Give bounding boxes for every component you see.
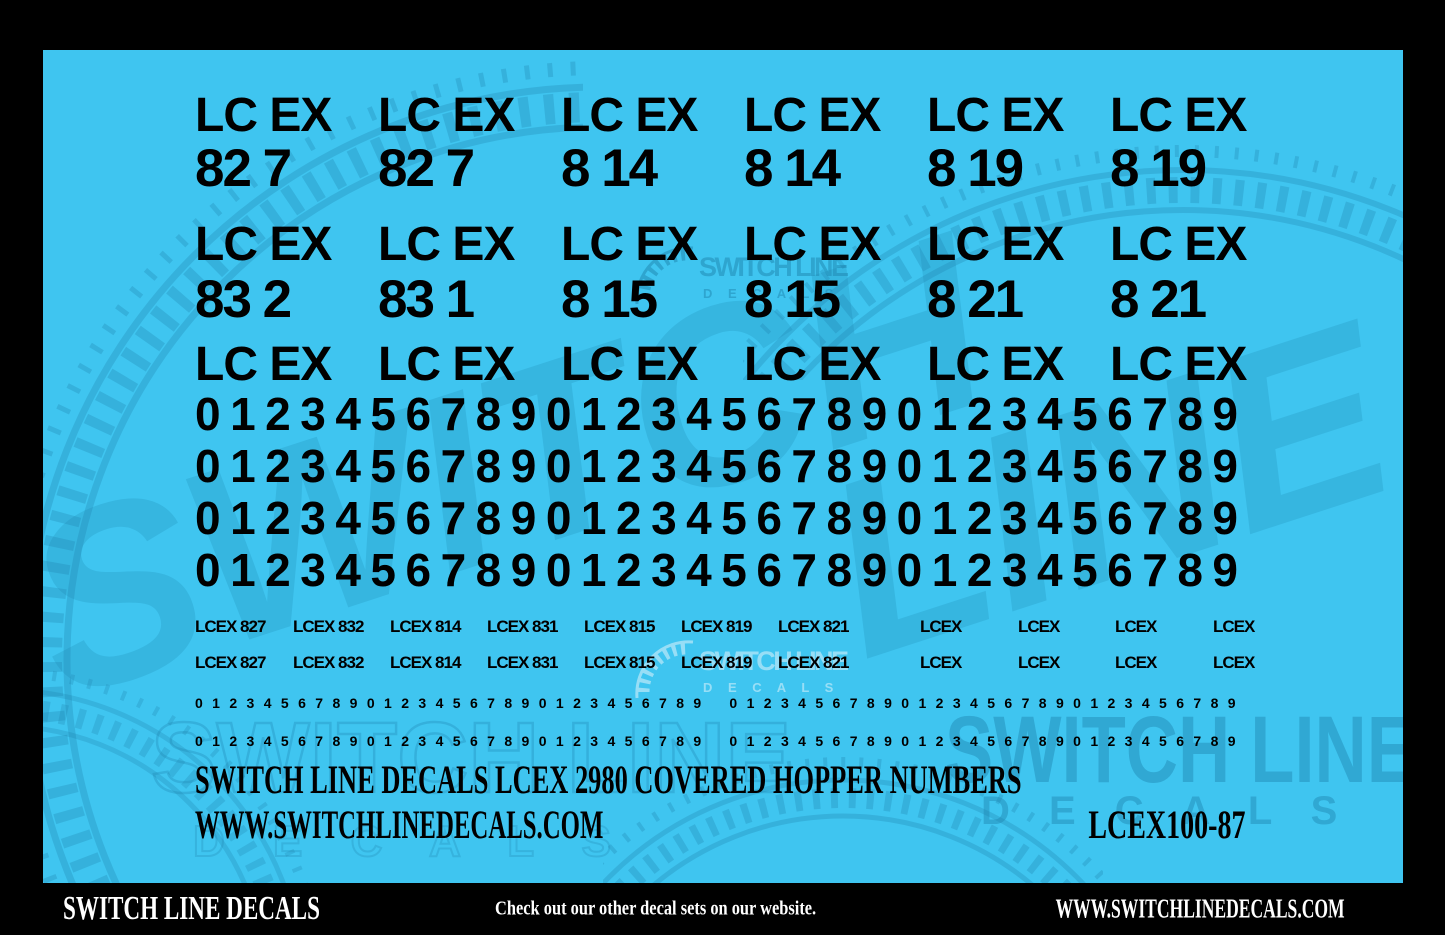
digit-strip: 012345678901234567890123456789: [195, 544, 1248, 596]
road-name-text: LC EX: [561, 218, 698, 271]
road-name-row-1: LC EX LC EX LC EX LC EX LC EX LC EX: [195, 89, 1247, 142]
small-digit-row-1: 012345678901234567890123456789 012345678…: [195, 696, 1245, 710]
small-digit-strip: 012345678901234567890123456789: [195, 733, 711, 749]
small-label-row-1: LCEX 827 LCEX 832 LCEX 814 LCEX 831 LCEX…: [195, 617, 1255, 638]
stamp-brand-sub-text: D E C A L S: [703, 680, 839, 695]
road-name-text: LC EX: [561, 89, 698, 142]
road-name-text: LC EX: [378, 218, 515, 271]
small-digit-strip: 012345678901234567890123456789: [195, 695, 711, 711]
road-name-text: LC EX: [744, 218, 881, 271]
car-number-text: 8 15: [744, 270, 841, 329]
small-label: LCEX: [920, 653, 962, 672]
small-label: LCEX 831: [487, 617, 558, 636]
car-number-text: 8 21: [927, 270, 1024, 329]
road-name-text: LC EX: [378, 89, 515, 142]
road-name-text: LC EX: [744, 89, 881, 142]
small-label: LCEX 831: [487, 653, 558, 672]
car-number-text: 83 1: [378, 270, 475, 329]
small-label: LCEX: [1213, 617, 1255, 636]
car-number-text: 8 14: [744, 139, 841, 198]
road-name-text: LC EX: [1110, 338, 1247, 391]
footer-website: WWW.SWITCHLINEDECALS.COM: [1056, 893, 1345, 924]
digit-strip: 012345678901234567890123456789: [195, 440, 1248, 492]
road-name-row-2: LC EX LC EX LC EX LC EX LC EX LC EX: [195, 218, 1247, 271]
small-label: LCEX 821: [778, 653, 849, 672]
small-label: LCEX 815: [584, 617, 655, 636]
sheet-title-line: SWITCH LINE DECALS LCEX 2980 COVERED HOP…: [195, 756, 1245, 803]
small-label: LCEX: [1018, 653, 1060, 672]
road-name-text: LC EX: [1110, 218, 1247, 271]
small-label: LCEX 821: [778, 617, 849, 636]
small-digit-strip: 012345678901234567890123456789: [729, 695, 1245, 711]
road-name-text: LC EX: [561, 338, 698, 391]
footer-note: Check out our other decal sets on our we…: [495, 897, 817, 920]
car-number-text: 8 19: [1110, 139, 1207, 198]
car-number-text: 8 21: [1110, 270, 1207, 329]
small-label: LCEX 832: [293, 653, 364, 672]
car-number-text: 8 14: [561, 139, 658, 198]
decal-sheet: SWITCH LINE SWITCH LINE D E C A L S SWIT…: [43, 50, 1403, 883]
road-name-text: LC EX: [927, 338, 1064, 391]
road-name-text: LC EX: [744, 338, 881, 391]
small-digit-row-2: 012345678901234567890123456789 012345678…: [195, 734, 1245, 748]
road-name-text: LC EX: [927, 89, 1064, 142]
road-name-text: LC EX: [1110, 89, 1247, 142]
small-label: LCEX 819: [681, 617, 752, 636]
small-label: LCEX: [1018, 617, 1060, 636]
sheet-url-line: WWW.SWITCHLINEDECALS.COM LCEX100-87: [195, 801, 1245, 848]
small-label-row-2: LCEX 827 LCEX 832 LCEX 814 LCEX 831 LCEX…: [195, 653, 1255, 674]
road-name-row-3: LC EX LC EX LC EX LC EX LC EX LC EX: [195, 338, 1247, 391]
small-label: LCEX 827: [195, 653, 266, 672]
small-label: LCEX 832: [293, 617, 364, 636]
footer-brand: SWITCH LINE DECALS: [63, 890, 320, 927]
footer-bar: SWITCH LINE DECALS Check out our other d…: [0, 883, 1445, 935]
small-label: LCEX 814: [390, 653, 461, 672]
car-number-text: 8 15: [561, 270, 658, 329]
digit-strip: 012345678901234567890123456789: [195, 492, 1248, 544]
small-label: LCEX: [920, 617, 962, 636]
car-number-text: 82 7: [378, 139, 475, 198]
digit-strip: 012345678901234567890123456789: [195, 388, 1248, 440]
car-number-text: 8 19: [927, 139, 1024, 198]
sheet-item-code: LCEX100-87: [1087, 802, 1245, 847]
car-number-text: 83 2: [195, 270, 292, 329]
small-digit-strip: 012345678901234567890123456789: [729, 733, 1245, 749]
small-label: LCEX 819: [681, 653, 752, 672]
car-number-text: 82 7: [195, 139, 292, 198]
small-label: LCEX 814: [390, 617, 461, 636]
road-name-text: LC EX: [195, 89, 332, 142]
small-label: LCEX 815: [584, 653, 655, 672]
small-label: LCEX: [1213, 653, 1255, 672]
road-name-text: LC EX: [195, 218, 332, 271]
car-number-row-1: 82 7 82 7 8 14 8 14 8 19 8 19: [195, 142, 1245, 195]
road-name-text: LC EX: [378, 338, 515, 391]
car-number-row-2: 83 2 83 1 8 15 8 15 8 21 8 21: [195, 273, 1245, 326]
road-name-text: LC EX: [927, 218, 1064, 271]
small-label: LCEX: [1115, 653, 1157, 672]
road-name-text: LC EX: [195, 338, 332, 391]
small-label: LCEX 827: [195, 617, 266, 636]
small-label: LCEX: [1115, 617, 1157, 636]
sheet-website: WWW.SWITCHLINEDECALS.COM: [195, 802, 604, 847]
sheet-title: SWITCH LINE DECALS LCEX 2980 COVERED HOP…: [195, 757, 1022, 802]
